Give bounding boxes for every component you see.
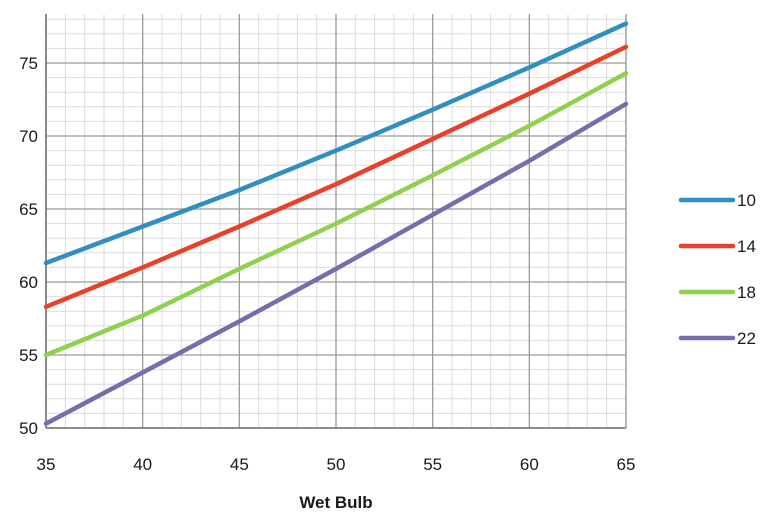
x-tick-label: 45 [230, 455, 249, 474]
y-tick-label: 70 [19, 127, 38, 146]
y-axis-tick-labels: 50 55 60 65 70 75 [19, 54, 38, 438]
x-tick-label: 65 [617, 455, 636, 474]
major-grid [45, 14, 627, 429]
x-axis-label: Wet Bulb [299, 493, 372, 512]
legend-item-22: 22 [678, 329, 756, 348]
legend: 10 14 18 22 [678, 191, 756, 348]
legend-label: 10 [737, 191, 756, 210]
x-tick-label: 55 [423, 455, 442, 474]
series-line-14 [43, 44, 629, 310]
y-tick-label: 55 [19, 346, 38, 365]
series-lines [43, 21, 629, 426]
x-tick-label: 50 [327, 455, 346, 474]
legend-item-18: 18 [678, 283, 756, 302]
legend-label: 22 [737, 329, 756, 348]
series-line-18 [43, 70, 629, 358]
legend-item-14: 14 [678, 237, 756, 256]
y-tick-label: 60 [19, 273, 38, 292]
legend-label: 18 [737, 283, 756, 302]
x-tick-label: 40 [133, 455, 152, 474]
series-line-22 [43, 101, 629, 426]
x-axis-tick-labels: 35 40 45 50 55 60 65 [37, 455, 636, 474]
y-tick-label: 75 [19, 54, 38, 73]
legend-label: 14 [737, 237, 756, 256]
plot-area-border [45, 14, 627, 429]
y-tick-label: 50 [19, 419, 38, 438]
legend-item-10: 10 [678, 191, 756, 210]
series-line-10 [43, 21, 629, 266]
x-tick-label: 60 [520, 455, 539, 474]
y-tick-label: 65 [19, 200, 38, 219]
x-tick-label: 35 [37, 455, 56, 474]
